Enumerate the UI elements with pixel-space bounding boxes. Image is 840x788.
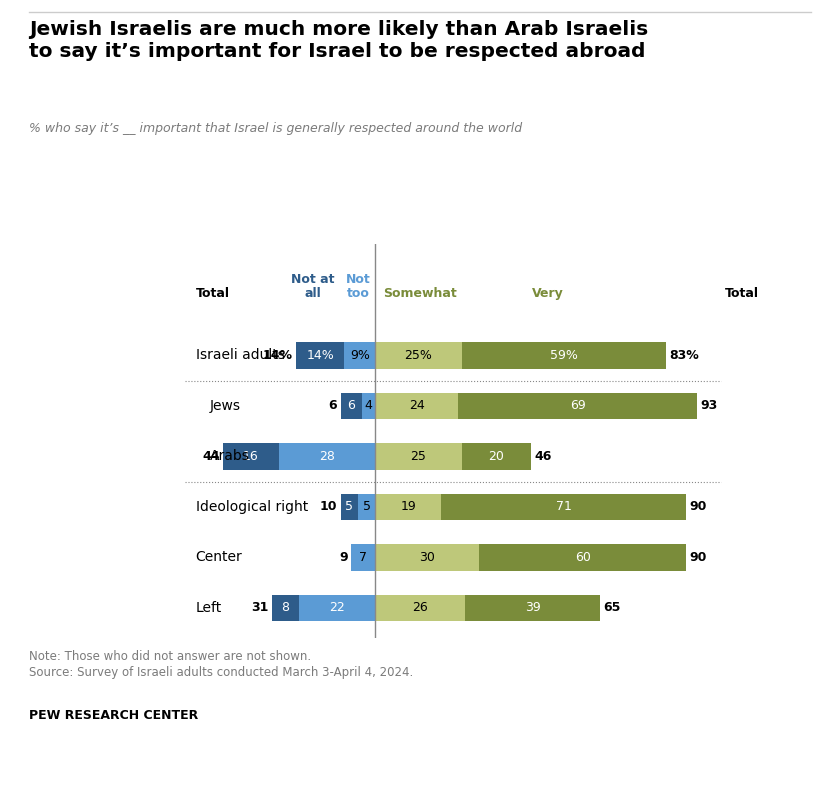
- Bar: [296, 342, 344, 369]
- Text: 90: 90: [690, 551, 707, 564]
- Bar: [223, 444, 279, 470]
- Text: 44: 44: [202, 450, 220, 463]
- Text: Not
too: Not too: [346, 273, 370, 300]
- Text: Not at
all: Not at all: [291, 273, 335, 300]
- Bar: [279, 444, 375, 470]
- Text: 16: 16: [243, 450, 259, 463]
- Bar: [375, 595, 465, 621]
- Text: 69: 69: [570, 400, 585, 412]
- Text: 22: 22: [329, 601, 345, 615]
- Text: 25%: 25%: [405, 349, 433, 362]
- Text: 65: 65: [603, 601, 621, 615]
- Bar: [375, 392, 459, 419]
- Text: 5: 5: [345, 500, 354, 514]
- Text: 25: 25: [411, 450, 427, 463]
- Text: 6: 6: [328, 400, 338, 412]
- Text: 19: 19: [401, 500, 416, 514]
- Bar: [375, 342, 462, 369]
- Text: 90: 90: [690, 500, 707, 514]
- Text: 8: 8: [281, 601, 290, 615]
- Text: PEW RESEARCH CENTER: PEW RESEARCH CENTER: [29, 709, 198, 722]
- Text: 39: 39: [525, 601, 540, 615]
- Text: 14%: 14%: [307, 349, 334, 362]
- Text: 7: 7: [360, 551, 367, 564]
- Text: Left: Left: [196, 601, 222, 615]
- Bar: [459, 392, 696, 419]
- Text: Jews: Jews: [209, 399, 240, 413]
- Bar: [441, 494, 686, 520]
- Bar: [271, 595, 299, 621]
- Bar: [465, 595, 600, 621]
- Bar: [341, 494, 358, 520]
- Bar: [344, 342, 375, 369]
- Text: 9%: 9%: [350, 349, 370, 362]
- Text: Center: Center: [196, 551, 243, 564]
- Bar: [361, 392, 375, 419]
- Text: Very: Very: [533, 287, 564, 300]
- Text: 71: 71: [556, 500, 572, 514]
- Text: 10: 10: [320, 500, 338, 514]
- Text: 28: 28: [319, 450, 335, 463]
- Bar: [299, 595, 375, 621]
- Text: 59%: 59%: [549, 349, 578, 362]
- Text: 4: 4: [365, 400, 372, 412]
- Text: 93: 93: [701, 400, 717, 412]
- Text: Source: Survey of Israeli adults conducted March 3-April 4, 2024.: Source: Survey of Israeli adults conduct…: [29, 666, 413, 678]
- Text: 83%: 83%: [669, 349, 699, 362]
- Bar: [358, 494, 375, 520]
- Bar: [462, 342, 665, 369]
- Text: 14%: 14%: [262, 349, 292, 362]
- Text: Jewish Israelis are much more likely than Arab Israelis
to say it’s important fo: Jewish Israelis are much more likely tha…: [29, 20, 648, 61]
- Bar: [351, 545, 375, 571]
- Bar: [462, 444, 531, 470]
- Text: 46: 46: [534, 450, 552, 463]
- Text: 31: 31: [251, 601, 268, 615]
- Text: 20: 20: [488, 450, 504, 463]
- Text: 9: 9: [339, 551, 348, 564]
- Bar: [341, 392, 361, 419]
- Text: Total: Total: [196, 287, 229, 300]
- Bar: [479, 545, 686, 571]
- Bar: [375, 545, 479, 571]
- Text: Somewhat: Somewhat: [383, 287, 457, 300]
- Text: 5: 5: [363, 500, 370, 514]
- Text: Arabs: Arabs: [209, 449, 249, 463]
- Text: Ideological right: Ideological right: [196, 500, 308, 514]
- Text: Note: Those who did not answer are not shown.: Note: Those who did not answer are not s…: [29, 650, 312, 663]
- Text: % who say it’s __ important that Israel is generally respected around the world: % who say it’s __ important that Israel …: [29, 122, 522, 135]
- Text: 30: 30: [419, 551, 435, 564]
- Bar: [375, 444, 462, 470]
- Text: 6: 6: [347, 400, 355, 412]
- Text: Total: Total: [724, 287, 759, 300]
- Text: 24: 24: [409, 400, 425, 412]
- Text: Israeli adults: Israeli adults: [196, 348, 285, 362]
- Text: 60: 60: [575, 551, 591, 564]
- Text: 26: 26: [412, 601, 428, 615]
- Bar: [375, 494, 441, 520]
